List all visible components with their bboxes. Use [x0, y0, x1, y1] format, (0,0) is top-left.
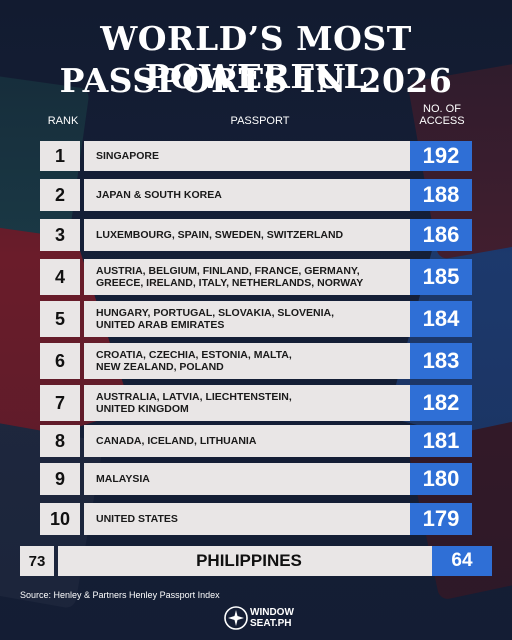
access-header-line2: ACCESS — [419, 115, 465, 127]
access-header-line1: NO. OF — [423, 103, 461, 115]
rank-cell: 5 — [40, 301, 80, 337]
passport-cell: AUSTRIA, BELGIUM, FINLAND, FRANCE, GERMA… — [84, 259, 448, 295]
brand-line2: SEAT.PH — [250, 618, 292, 629]
page-title-line1: WORLD’S MOST POWERFUL — [100, 19, 412, 96]
brand-line1: WINDOW — [250, 607, 294, 618]
access-count-cell: 188 — [410, 179, 472, 211]
table-row: 5 HUNGARY, PORTUGAL, SLOVAKIA, SLOVENIA, U… — [40, 301, 472, 337]
passport-header: PASSPORT — [230, 115, 290, 127]
source-note: Source: Henley & Partners Henley Passpor… — [20, 590, 220, 600]
table-row: 2 JAPAN & SOUTH KOREA 188 — [40, 179, 472, 211]
passport-country-line: LUXEMBOURG, SPAIN, SWEDEN, SWITZERLAND — [96, 229, 344, 241]
passport-country-line: CANADA, ICELAND, LITHUANIA — [96, 435, 257, 447]
passport-country-line: UNITED KINGDOM — [96, 403, 189, 415]
table-row: 7 AUSTRALIA, LATVIA, LIECHTENSTEIN, UNITED… — [40, 385, 472, 421]
passport-country-line: JAPAN & SOUTH KOREA — [96, 189, 222, 201]
passport-country-line: UNITED STATES — [96, 513, 178, 525]
highlight-access: 64 — [432, 546, 492, 576]
rank-header: RANK — [47, 115, 79, 127]
passport-cell: LUXEMBOURG, SPAIN, SWEDEN, SWITZERLAND — [84, 219, 448, 251]
table-row: 9 MALAYSIA 180 — [40, 463, 472, 495]
access-header: NO. OF ACCESS — [412, 103, 472, 127]
rank-cell: 8 — [40, 425, 80, 457]
passport-country-line: HUNGARY, PORTUGAL, SLOVAKIA, SLOVENIA, — [96, 307, 335, 319]
table-row: 6 CROATIA, CZECHIA, ESTONIA, MALTA, NEW ZE… — [40, 343, 472, 379]
rank-cell: 9 — [40, 463, 80, 495]
rank-cell: 6 — [40, 343, 80, 379]
rank-cell: 4 — [40, 259, 80, 295]
passport-cell: JAPAN & SOUTH KOREA — [84, 179, 448, 211]
rank-cell: 7 — [40, 385, 80, 421]
page-title-line2: PASSPORTS IN 2026 — [59, 61, 453, 100]
highlight-country: PHILIPPINES — [58, 546, 440, 576]
table-row: 1 SINGAPORE 192 — [40, 141, 472, 171]
brand-logo: WINDOW SEAT.PH — [224, 602, 304, 634]
rank-cell: 10 — [40, 503, 80, 535]
passport-country-line: AUSTRIA, BELGIUM, FINLAND, FRANCE, GERMA… — [96, 265, 360, 277]
passport-country-line: MALAYSIA — [96, 473, 150, 485]
access-count-cell: 179 — [410, 503, 472, 535]
passport-cell: HUNGARY, PORTUGAL, SLOVAKIA, SLOVENIA, UN… — [84, 301, 448, 337]
passport-cell: UNITED STATES — [84, 503, 448, 535]
passport-cell: CANADA, ICELAND, LITHUANIA — [84, 425, 448, 457]
table-row: 3 LUXEMBOURG, SPAIN, SWEDEN, SWITZERLAND 1… — [40, 219, 472, 251]
rank-cell: 3 — [40, 219, 80, 251]
passport-cell: CROATIA, CZECHIA, ESTONIA, MALTA, NEW ZEA… — [84, 343, 448, 379]
access-count-cell: 180 — [410, 463, 472, 495]
access-count-cell: 186 — [410, 219, 472, 251]
access-count-cell: 185 — [410, 259, 472, 295]
rank-cell: 1 — [40, 141, 80, 171]
passport-country-line: NEW ZEALAND, POLAND — [96, 361, 224, 373]
highlight-row-philippines: 73 PHILIPPINES 64 — [20, 546, 492, 576]
access-count-cell: 183 — [410, 343, 472, 379]
airplane-window-icon — [224, 606, 248, 630]
passport-country-line: GREECE, IRELAND, ITALY, NETHERLANDS, NOR… — [96, 277, 364, 289]
table-row: 10 UNITED STATES 179 — [40, 503, 472, 535]
access-count-cell: 192 — [410, 141, 472, 171]
table-row: 4 AUSTRIA, BELGIUM, FINLAND, FRANCE, GERM… — [40, 259, 472, 295]
table-row: 8 CANADA, ICELAND, LITHUANIA 181 — [40, 425, 472, 457]
passport-country-line: CROATIA, CZECHIA, ESTONIA, MALTA, — [96, 349, 292, 361]
passport-country-line: UNITED ARAB EMIRATES — [96, 319, 225, 331]
access-count-cell: 184 — [410, 301, 472, 337]
passport-cell: SINGAPORE — [84, 141, 448, 171]
passport-country-line: SINGAPORE — [96, 150, 160, 162]
rank-cell: 2 — [40, 179, 80, 211]
passport-cell: AUSTRALIA, LATVIA, LIECHTENSTEIN, UNITED … — [84, 385, 448, 421]
passport-country-line: AUSTRALIA, LATVIA, LIECHTENSTEIN, — [96, 391, 292, 403]
access-count-cell: 181 — [410, 425, 472, 457]
passport-cell: MALAYSIA — [84, 463, 448, 495]
highlight-rank: 73 — [20, 546, 54, 576]
access-count-cell: 182 — [410, 385, 472, 421]
brand-name: WINDOW SEAT.PH — [250, 607, 294, 629]
